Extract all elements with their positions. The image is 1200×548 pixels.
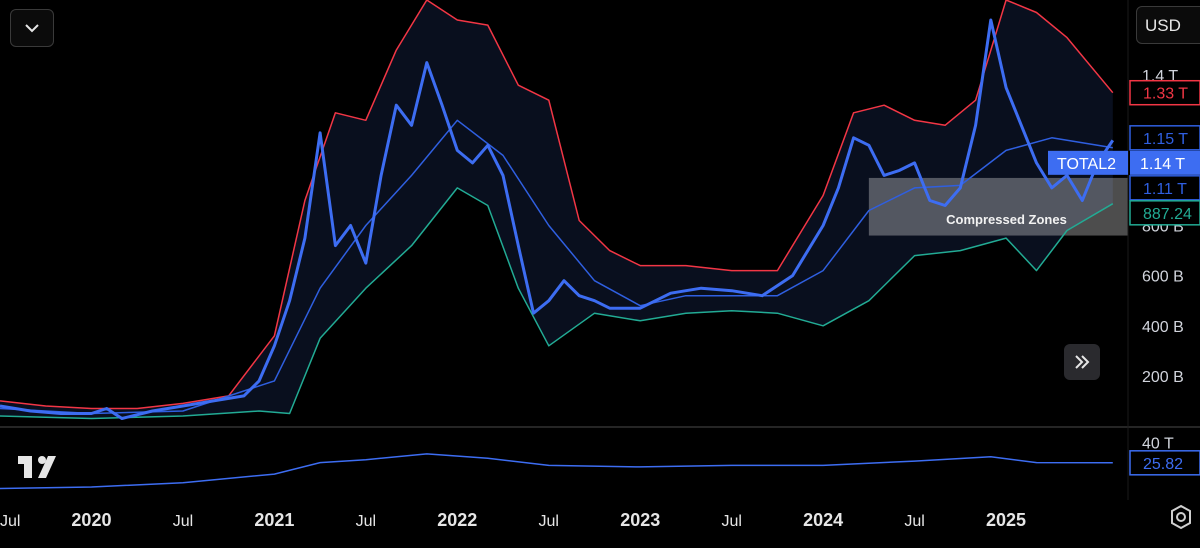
y-tick-label: 200 B bbox=[1142, 369, 1184, 386]
x-tick-label: 2025 bbox=[986, 510, 1026, 530]
band-fill bbox=[0, 0, 1113, 419]
scroll-to-realtime-button[interactable] bbox=[1064, 344, 1100, 380]
price-label-indicator: 25.82 bbox=[1143, 456, 1183, 473]
series-line-price bbox=[0, 18, 1115, 420]
price-label-upper-band: 1.33 T bbox=[1143, 86, 1188, 103]
y-tick-label: 40 T bbox=[1142, 435, 1174, 452]
x-tick-label: 2020 bbox=[71, 510, 111, 530]
x-tick-label: 2023 bbox=[620, 510, 660, 530]
settings-button[interactable] bbox=[1168, 504, 1194, 535]
tradingview-logo-icon bbox=[16, 452, 64, 485]
x-tick-label: Jul bbox=[173, 513, 193, 530]
x-tick-label: 2021 bbox=[254, 510, 294, 530]
compressed-zones-label: Compressed Zones bbox=[946, 212, 1067, 227]
price-label-middle-band: 1.15 T bbox=[1143, 131, 1188, 148]
series-line-middle-band bbox=[0, 119, 1113, 415]
currency-selector[interactable]: USD bbox=[1136, 6, 1200, 44]
x-tick-label: Jul bbox=[539, 513, 559, 530]
price-label-middle-band: 1.11 T bbox=[1143, 181, 1187, 198]
price-label-bg-indicator bbox=[1129, 450, 1200, 476]
chevron-down-icon bbox=[25, 24, 39, 33]
y-tick-label: 400 B bbox=[1142, 319, 1184, 336]
x-tick-label: Jul bbox=[721, 513, 741, 530]
x-tick-label: Jul bbox=[0, 513, 20, 530]
collapse-button[interactable] bbox=[10, 9, 54, 47]
series-line-upper-band bbox=[0, 0, 1114, 410]
series-line-indicator bbox=[0, 453, 1113, 490]
price-label-bg-middle-band bbox=[1129, 125, 1200, 151]
series-name-tag: TOTAL2 bbox=[1057, 156, 1116, 173]
x-tick-label: 2022 bbox=[437, 510, 477, 530]
price-label-lower-band: 887.24 bbox=[1143, 206, 1192, 223]
price-label-bg-current bbox=[1130, 150, 1200, 175]
gear-icon bbox=[1171, 504, 1191, 530]
series-name-tag-bg bbox=[1048, 150, 1128, 175]
price-label-bg-lower-band bbox=[1129, 200, 1200, 226]
x-tick-label: Jul bbox=[356, 513, 376, 530]
double-chevron-right-icon bbox=[1075, 355, 1090, 369]
compressed-zone-rect bbox=[868, 177, 1128, 236]
x-tick-label: 2024 bbox=[803, 510, 843, 530]
price-label-bg-middle-band bbox=[1129, 175, 1200, 201]
y-tick-label: 600 B bbox=[1142, 269, 1184, 286]
x-tick-label: Jul bbox=[904, 513, 924, 530]
series-line-lower-band bbox=[0, 187, 1114, 420]
price-label-bg-upper-band bbox=[1129, 79, 1200, 106]
price-label-current: 1.14 T bbox=[1140, 156, 1185, 173]
